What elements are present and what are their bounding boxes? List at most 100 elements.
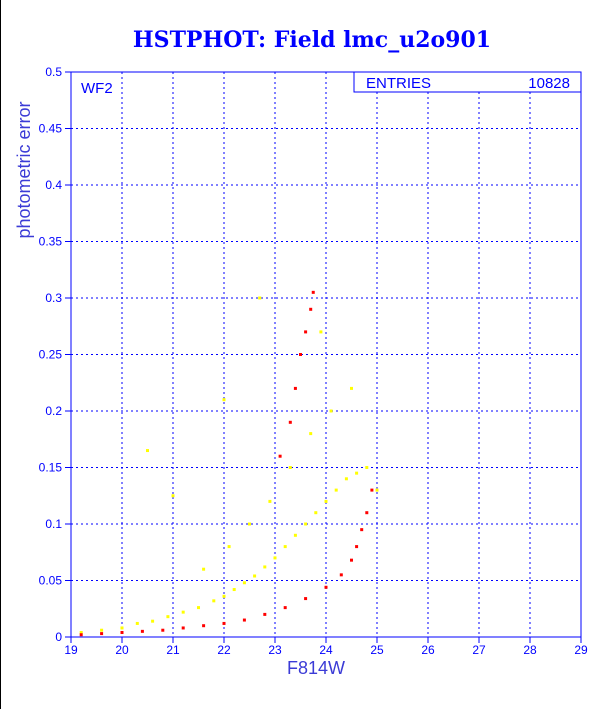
data-point bbox=[181, 626, 185, 630]
data-point bbox=[253, 574, 257, 578]
data-point bbox=[288, 420, 292, 424]
data-point bbox=[242, 581, 246, 585]
x-axis-ticks: 19 20 21 22 23 24 25 26 27 28 29 bbox=[64, 637, 588, 657]
data-point bbox=[79, 633, 83, 637]
x-tick-label: 24 bbox=[319, 643, 333, 657]
data-point bbox=[222, 398, 226, 402]
y-tick-label: 0.15 bbox=[39, 461, 63, 475]
data-point bbox=[309, 432, 313, 436]
data-point bbox=[100, 632, 104, 636]
data-point bbox=[365, 466, 369, 469]
data-point bbox=[350, 386, 353, 390]
data-point bbox=[146, 449, 149, 453]
data-point bbox=[222, 594, 226, 598]
stats-entries-value: 10828 bbox=[528, 75, 570, 92]
x-tick-label: 21 bbox=[166, 643, 180, 657]
data-point bbox=[135, 621, 139, 625]
data-point bbox=[202, 624, 206, 628]
x-tick-label: 20 bbox=[115, 643, 129, 657]
data-point bbox=[334, 488, 338, 492]
data-point bbox=[181, 610, 185, 614]
data-point bbox=[329, 409, 333, 413]
data-point bbox=[268, 499, 272, 503]
data-point bbox=[324, 585, 328, 589]
stats-box: ENTRIES 10828 bbox=[353, 71, 582, 93]
data-point bbox=[197, 606, 200, 610]
data-point bbox=[344, 477, 348, 481]
data-point bbox=[79, 630, 83, 634]
data-point bbox=[314, 511, 318, 515]
data-point bbox=[227, 545, 231, 549]
y-tick-label: 0.05 bbox=[39, 574, 63, 588]
y-tick-label: 0.25 bbox=[39, 348, 63, 362]
data-point bbox=[299, 353, 302, 356]
data-point bbox=[171, 494, 175, 498]
chip-label: WF2 bbox=[81, 80, 113, 97]
data-point bbox=[212, 599, 216, 603]
y-tick-label: 0.2 bbox=[45, 404, 62, 418]
data-point bbox=[365, 511, 369, 515]
data-point bbox=[258, 296, 262, 300]
y-tick-label: 0.1 bbox=[45, 517, 62, 531]
y-tick-label: 0.5 bbox=[45, 65, 62, 79]
data-point bbox=[263, 565, 267, 569]
stats-box-frame bbox=[353, 71, 582, 93]
x-tick-label: 22 bbox=[217, 643, 231, 657]
data-point bbox=[202, 567, 206, 571]
x-tick-label: 25 bbox=[370, 643, 384, 657]
data-point bbox=[140, 629, 144, 633]
data-point bbox=[304, 597, 308, 601]
data-point bbox=[360, 528, 364, 532]
x-tick-label: 28 bbox=[523, 643, 537, 657]
chart-title: HSTPHOT: Field lmc_u2o901 bbox=[133, 27, 491, 53]
data-point bbox=[355, 471, 359, 475]
data-point bbox=[161, 628, 165, 632]
y-tick-label: 0.35 bbox=[39, 235, 63, 249]
data-point bbox=[263, 612, 267, 616]
data-point bbox=[100, 628, 104, 632]
data-point bbox=[324, 499, 328, 503]
data-point bbox=[120, 630, 124, 634]
data-point bbox=[120, 626, 124, 630]
data-point bbox=[370, 488, 374, 492]
data-point bbox=[293, 386, 297, 390]
series-yellow bbox=[79, 296, 379, 634]
stats-entries-label: ENTRIES bbox=[366, 75, 431, 92]
y-tick-label: 0.45 bbox=[39, 122, 63, 136]
data-point bbox=[278, 454, 282, 458]
x-tick-label: 26 bbox=[421, 643, 435, 657]
data-point bbox=[311, 290, 315, 294]
data-point bbox=[350, 558, 353, 562]
x-tick-label: 27 bbox=[472, 643, 486, 657]
data-point bbox=[339, 573, 343, 577]
data-point bbox=[283, 545, 287, 549]
series-red bbox=[79, 290, 374, 637]
x-tick-label: 19 bbox=[64, 643, 78, 657]
data-point bbox=[232, 588, 236, 592]
data-point bbox=[309, 307, 313, 311]
data-point bbox=[166, 615, 170, 619]
y-axis-ticks: 0 0.05 0.1 0.15 0.2 0.25 0.3 0.35 0.4 0.45 0.5 bbox=[39, 65, 71, 644]
x-tick-label: 23 bbox=[268, 643, 282, 657]
data-point bbox=[222, 621, 226, 625]
y-axis-label: photometric error bbox=[14, 101, 34, 238]
y-tick-label: 0.3 bbox=[45, 291, 62, 305]
data-point bbox=[375, 488, 379, 492]
data-point bbox=[304, 522, 308, 526]
data-point bbox=[355, 545, 359, 549]
data-point bbox=[293, 533, 297, 537]
y-tick-label: 0 bbox=[55, 630, 62, 644]
data-point bbox=[283, 606, 287, 610]
data-point bbox=[248, 522, 251, 526]
data-point bbox=[304, 330, 308, 334]
grid-lines bbox=[71, 72, 581, 637]
data-point bbox=[273, 556, 277, 560]
y-tick-label: 0.4 bbox=[45, 178, 62, 192]
x-tick-label: 29 bbox=[574, 643, 588, 657]
x-axis-label: F814W bbox=[287, 658, 345, 678]
data-point bbox=[319, 330, 323, 334]
data-point bbox=[151, 619, 155, 623]
data-point bbox=[242, 618, 246, 622]
data-point bbox=[288, 466, 292, 469]
